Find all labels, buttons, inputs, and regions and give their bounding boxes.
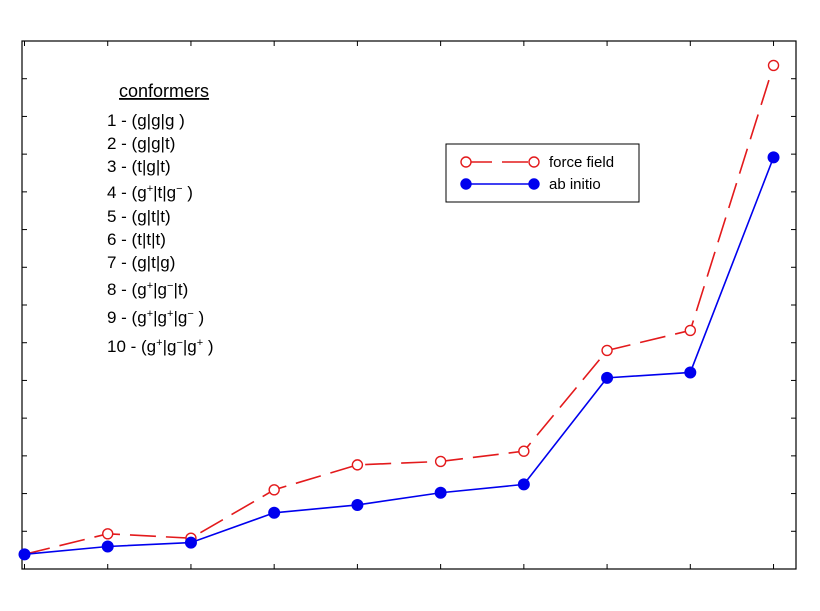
legend: force field ab initio — [445, 143, 640, 203]
ab-initio-point — [684, 366, 697, 379]
ab-initio-point — [351, 498, 364, 511]
force-field-point — [434, 455, 447, 468]
ab-initio-point — [184, 536, 197, 549]
ab-initio-point — [101, 540, 114, 553]
ab-initio-point — [601, 371, 614, 384]
axis-ticks — [22, 40, 796, 570]
ab-initio-point — [767, 151, 780, 164]
force-field-point — [601, 344, 613, 357]
ab-initio-point — [18, 548, 31, 561]
legend-force-field-marker — [460, 156, 472, 168]
conformer-item: 2 - (g|g|t) — [107, 134, 175, 153]
legend-ab-initio-marker — [528, 178, 540, 190]
conformer-item: 7 - (g|t|g) — [107, 253, 175, 272]
conformers-list: 1 - (g|g|g ) 2 - (g|g|t) 3 - (t|g|t) 4 - (g… — [107, 111, 214, 356]
conformer-item: 6 - (t|t|t) — [107, 230, 166, 249]
legend-force-field-label: force field — [549, 154, 614, 171]
series-layer — [18, 59, 780, 561]
conformer-item: 8 - (g+|g−|t) — [107, 280, 188, 299]
conformers-title: conformers — [119, 81, 209, 101]
conformer-item: 10 - (g+|g−|g+ ) — [107, 337, 214, 356]
force-field-point — [102, 528, 114, 540]
legend-ab-initio-marker — [460, 178, 472, 190]
conformer-item: 5 - (g|t|t) — [107, 207, 171, 226]
force-field-point — [767, 59, 780, 72]
legend-force-field-marker — [528, 156, 540, 168]
force-field-point — [268, 484, 280, 496]
conformer-item: 9 - (g+|g+|g− ) — [107, 308, 204, 327]
force-field-point — [351, 459, 364, 471]
conformers-annotation: conformers 1 - (g|g|g ) 2 - (g|g|t) 3 - (t… — [107, 81, 214, 356]
ab-initio-line — [24, 157, 775, 556]
conformer-item: 3 - (t|g|t) — [107, 157, 171, 176]
conformer-item: 4 - (g+|t|g− ) — [107, 183, 193, 202]
legend-ab-initio-label: ab initio — [549, 176, 601, 193]
legend-box — [445, 143, 640, 203]
ab-initio-point — [268, 506, 281, 519]
force-field-point — [518, 445, 530, 457]
ab-initio-point — [434, 486, 447, 499]
conformer-item: 1 - (g|g|g ) — [107, 111, 185, 130]
force-field-line — [24, 65, 775, 556]
ab-initio-point — [517, 478, 530, 491]
force-field-point — [684, 324, 697, 337]
